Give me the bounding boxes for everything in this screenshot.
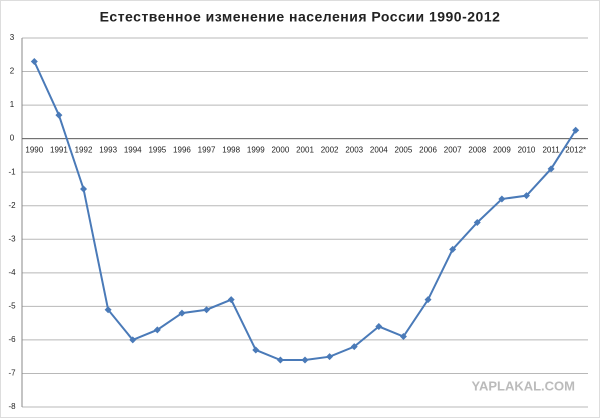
x-tick-label: 1996 [173,146,191,155]
marker [227,296,235,304]
x-tick-label: 2011 [542,146,560,155]
x-tick-label: 2010 [518,146,536,155]
marker [326,353,334,361]
x-tick-label: 2001 [296,146,314,155]
x-tick-label: 1998 [222,146,240,155]
x-tick-label: 1993 [99,146,117,155]
marker [276,356,284,364]
marker [449,245,457,253]
marker [375,322,383,330]
x-tick-label: 2007 [444,146,462,155]
chart-title: Естественное изменение населения России … [100,9,501,25]
marker [473,219,481,226]
marker [104,306,112,314]
marker [350,343,358,351]
y-tick-label: -6 [8,335,16,344]
marker [424,296,432,304]
marker [30,57,38,65]
x-tick-label: 2005 [395,146,413,155]
y-tick-label: -7 [8,369,16,378]
y-tick-label: 0 [10,134,15,143]
x-tick-label: 1990 [25,146,43,155]
x-tick-label: 1992 [75,146,93,155]
y-tick-label: -8 [8,402,16,411]
x-tick-label: 2012* [565,146,586,155]
marker [252,346,260,354]
x-tick-label: 2009 [493,146,511,155]
y-tick-label: -2 [8,201,16,210]
x-tick-label: 2004 [370,146,388,155]
x-tick-label: 1997 [198,146,216,155]
y-tick-label: 2 [10,67,15,76]
y-tick-label: -3 [8,234,16,243]
marker [498,195,506,203]
x-tick-label: 1999 [247,146,265,155]
marker [399,333,407,341]
marker [153,326,161,334]
marker [80,185,88,193]
x-tick-label: 2000 [271,146,289,155]
x-tick-label: 2003 [345,146,363,155]
x-tick-label: 1991 [50,146,68,155]
marker [178,309,186,317]
x-tick-label: 1994 [124,146,142,155]
x-tick-label: 2002 [321,146,339,155]
y-tick-label: -5 [8,301,16,310]
y-tick-label: 3 [10,33,15,42]
x-tick-label: 1995 [148,146,166,155]
y-tick-label: -4 [8,268,16,277]
marker [301,356,309,364]
marker [572,126,580,134]
marker [547,165,555,173]
x-tick-label: 2006 [419,146,437,155]
watermark: YAPLAKAL.COM [471,378,575,393]
marker [55,111,63,119]
x-tick-label: 2008 [468,146,486,155]
y-tick-label: 1 [10,100,15,109]
y-tick-label: -1 [8,167,16,176]
marker [203,306,211,314]
marker [522,192,530,200]
marker [129,336,137,344]
